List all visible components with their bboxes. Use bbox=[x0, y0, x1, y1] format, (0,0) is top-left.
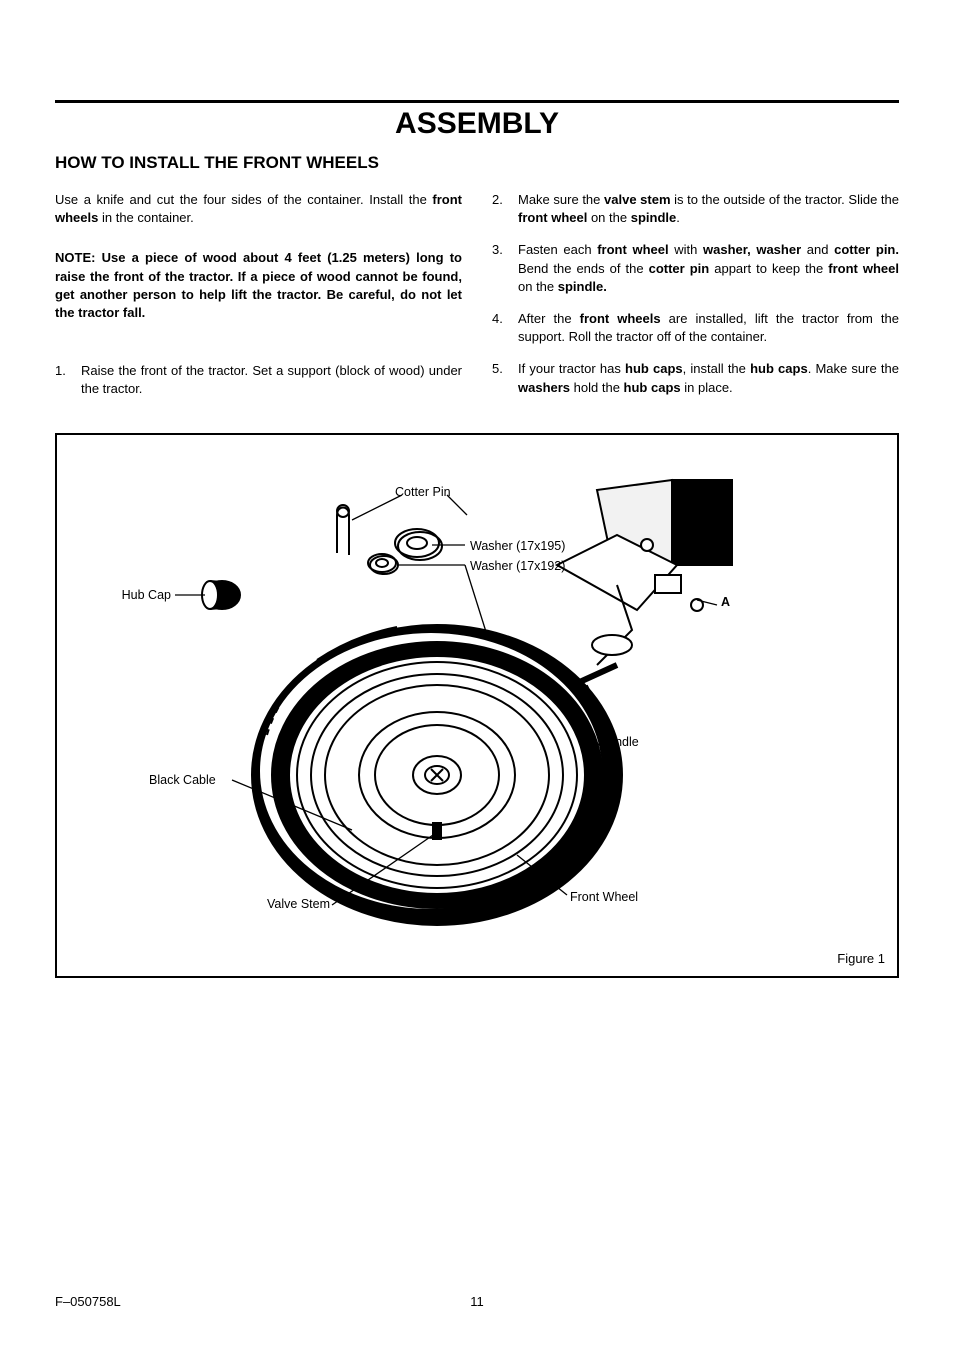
callout-washer2: Washer (17x192) bbox=[470, 559, 565, 573]
top-rule bbox=[55, 100, 899, 103]
step-text: If your tractor has hub caps, install th… bbox=[518, 360, 899, 396]
section-subtitle: HOW TO INSTALL THE FRONT WHEELS bbox=[55, 153, 899, 173]
step-number: 5. bbox=[492, 360, 518, 396]
callout-washer1: Washer (17x195) bbox=[470, 539, 565, 553]
step-number: 2. bbox=[492, 191, 518, 227]
steps-right: 2. Make sure the valve stem is to the ou… bbox=[492, 191, 899, 397]
step-text: Make sure the valve stem is to the outsi… bbox=[518, 191, 899, 227]
step-number: 1. bbox=[55, 362, 81, 398]
figure-1: Cotter Pin Washer (17x195) Washer (17x19… bbox=[55, 433, 899, 978]
intro-post: in the container. bbox=[98, 210, 193, 225]
intro-paragraph: Use a knife and cut the four sides of th… bbox=[55, 191, 462, 227]
step-text: Raise the front of the tractor. Set a su… bbox=[81, 362, 462, 398]
step-item: 4. After the front wheels are installed,… bbox=[492, 310, 899, 346]
right-column: 2. Make sure the valve stem is to the ou… bbox=[492, 191, 899, 413]
step-item: 2. Make sure the valve stem is to the ou… bbox=[492, 191, 899, 227]
figure-caption: Figure 1 bbox=[837, 951, 885, 966]
callout-spindle: Spindle bbox=[597, 735, 639, 749]
footer-page-number: 11 bbox=[470, 1294, 484, 1309]
callout-front-wheel: Front Wheel bbox=[570, 890, 638, 904]
step-number: 3. bbox=[492, 241, 518, 296]
note-paragraph: NOTE: Use a piece of wood about 4 feet (… bbox=[55, 249, 462, 322]
step-text: Fasten each front wheel with washer, was… bbox=[518, 241, 899, 296]
left-column: Use a knife and cut the four sides of th… bbox=[55, 191, 462, 413]
step-number: 4. bbox=[492, 310, 518, 346]
intro-pre: Use a knife and cut the four sides of th… bbox=[55, 192, 432, 207]
footer-left: F–050758L bbox=[55, 1294, 121, 1309]
callout-valve-stem: Valve Stem bbox=[267, 897, 330, 911]
step-item: 3. Fasten each front wheel with washer, … bbox=[492, 241, 899, 296]
callout-letter-a: A bbox=[721, 595, 730, 609]
callout-hub-cap: Hub Cap bbox=[119, 588, 171, 602]
wheel-diagram bbox=[57, 435, 897, 980]
steps-left: 1. Raise the front of the tractor. Set a… bbox=[55, 362, 462, 398]
step-text: After the front wheels are installed, li… bbox=[518, 310, 899, 346]
step-item: 1. Raise the front of the tractor. Set a… bbox=[55, 362, 462, 398]
callout-black-cable: Black Cable bbox=[149, 773, 216, 787]
content-columns: Use a knife and cut the four sides of th… bbox=[55, 191, 899, 413]
callout-cotter-pin: Cotter Pin bbox=[395, 485, 451, 499]
page-footer: F–050758L 11 bbox=[55, 1294, 899, 1309]
page-title: ASSEMBLY bbox=[55, 107, 899, 141]
step-item: 5. If your tractor has hub caps, install… bbox=[492, 360, 899, 396]
